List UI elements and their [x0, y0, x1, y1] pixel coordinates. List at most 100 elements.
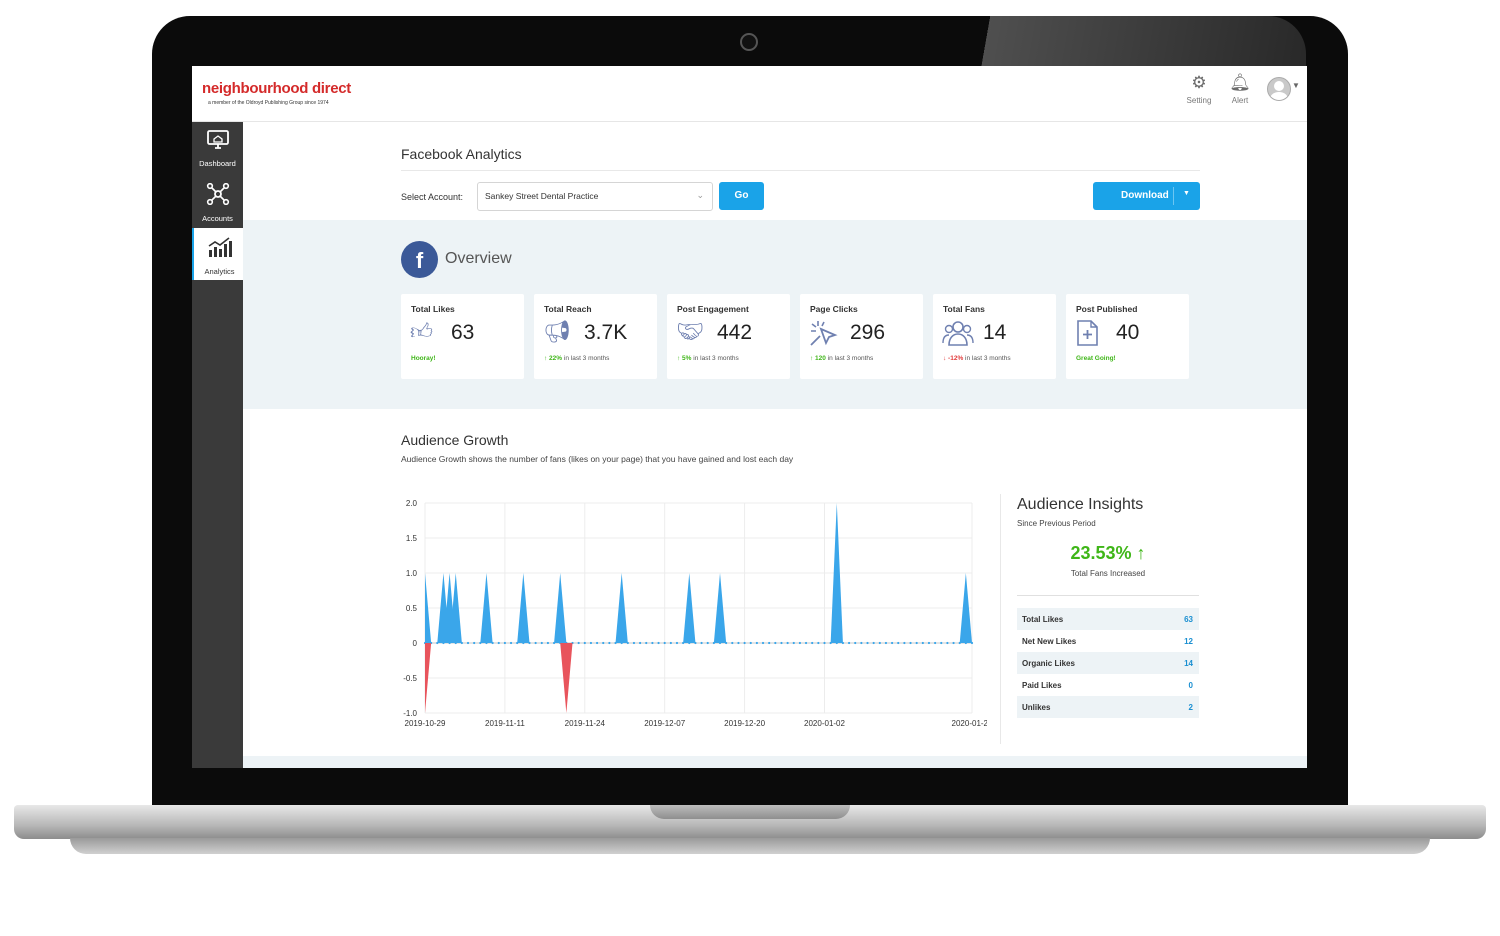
baseline-point: [700, 641, 703, 645]
laptop-base-bottom: [70, 838, 1430, 854]
baseline-point: [645, 641, 648, 645]
baseline-point: [639, 641, 642, 645]
baseline-point: [540, 641, 543, 645]
baseline-point: [878, 641, 881, 645]
baseline-point: [577, 641, 580, 645]
table-row: Total Likes 63: [1017, 608, 1199, 630]
go-button[interactable]: Go: [719, 182, 764, 210]
stat-value: 40: [1116, 321, 1140, 344]
gear-icon: ⚙: [1191, 73, 1207, 92]
brand-tagline: a member of the Oldroyd Publishing Group…: [208, 100, 329, 106]
account-label: Select Account:: [401, 192, 464, 202]
account-select[interactable]: Sankey Street Dental Practice ⌄: [477, 182, 713, 211]
section-title: Audience Growth: [401, 432, 509, 448]
stat-label: Total Reach: [544, 304, 592, 314]
baseline-point: [891, 641, 894, 645]
account-select-value: Sankey Street Dental Practice: [485, 191, 599, 201]
cursor-click-icon: [809, 319, 839, 353]
y-tick-label: -1.0: [403, 709, 417, 718]
baseline-point: [602, 641, 605, 645]
user-avatar-icon[interactable]: [1267, 77, 1291, 101]
y-tick-label: 1.5: [406, 534, 418, 543]
stat-card-page-clicks: Page Clicks 296 ↑ 120 in last 3 months: [800, 294, 923, 379]
setting-button[interactable]: ⚙ Setting: [1179, 73, 1219, 106]
people-icon: [942, 319, 974, 353]
bar-chart-icon: [194, 236, 245, 263]
stat-value: 14: [983, 321, 1007, 344]
sidebar-item-analytics[interactable]: Analytics: [192, 228, 245, 280]
baseline-point: [780, 641, 783, 645]
sidebar-item-accounts[interactable]: Accounts: [192, 175, 243, 227]
baseline-point: [608, 641, 611, 645]
baseline-point: [817, 641, 820, 645]
baseline-point: [509, 641, 513, 645]
insights-percent: 23.53% ↑: [1070, 543, 1146, 563]
baseline-point: [872, 641, 875, 645]
brand-logo[interactable]: neighbourhood direct: [202, 80, 351, 97]
baseline-point: [503, 641, 506, 645]
baseline-point: [669, 641, 672, 645]
sidebar-item-dashboard[interactable]: Dashboard: [192, 122, 243, 174]
baseline-point: [915, 641, 918, 645]
insights-percent-label: Total Fans Increased: [1070, 569, 1146, 578]
stat-value: 296: [850, 321, 886, 344]
thumbs-up-icon: 👍︎: [410, 319, 433, 344]
stat-value: 3.7K: [584, 321, 628, 344]
y-tick-label: -0.5: [403, 674, 417, 683]
gain-spike: [713, 573, 727, 643]
alert-label: Alert: [1231, 96, 1249, 105]
y-tick-label: 1.0: [406, 569, 418, 578]
sidebar-item-label: Dashboard: [199, 159, 236, 168]
camera-icon: [740, 33, 758, 51]
gain-spike: [480, 573, 493, 643]
sidebar: Dashboard Accounts Analytics: [192, 122, 245, 768]
caret-down-icon[interactable]: ▼: [1183, 190, 1190, 197]
baseline-point: [854, 641, 857, 645]
stat-subtext: Hooray!: [411, 355, 436, 362]
stat-value: 442: [717, 321, 753, 344]
stat-label: Total Fans: [943, 304, 985, 314]
baseline-point: [786, 641, 789, 645]
baseline-point: [737, 641, 740, 645]
y-tick-label: 0.5: [406, 604, 418, 613]
insights-subtitle: Since Previous Period: [1017, 519, 1096, 528]
overview-title: Overview: [445, 250, 512, 267]
sidebar-item-label: Analytics: [204, 267, 235, 276]
stat-card-post-published: Post Published 40 Great Going!: [1066, 294, 1189, 379]
footer-band: [243, 756, 1307, 768]
y-tick-label: 2.0: [406, 499, 418, 508]
handshake-icon: 🤝︎: [676, 319, 704, 344]
caret-down-icon[interactable]: ▼: [1292, 81, 1300, 90]
x-tick-label: 2020-01-02: [804, 719, 845, 728]
stat-subtext: Great Going!: [1076, 355, 1116, 362]
gain-spike: [959, 573, 972, 643]
baseline-point: [657, 641, 660, 645]
loss-spike: [560, 643, 573, 713]
setting-label: Setting: [1186, 96, 1212, 105]
baseline-point: [768, 641, 771, 645]
baseline-point: [731, 641, 734, 645]
download-label: Download: [1121, 190, 1169, 201]
baseline-point: [909, 641, 912, 645]
y-tick-label: 0: [413, 639, 418, 648]
baseline-point: [792, 641, 795, 645]
stat-subtext: ↑ 5% in last 3 months: [677, 355, 739, 362]
alert-button[interactable]: 🔔︎ Alert: [1220, 74, 1260, 106]
baseline-point: [940, 641, 943, 645]
download-button[interactable]: Download ▼: [1093, 182, 1200, 210]
x-tick-label: 2019-12-20: [724, 719, 765, 728]
stat-label: Post Published: [1076, 304, 1138, 314]
facebook-icon: f: [401, 241, 438, 278]
stat-label: Page Clicks: [810, 304, 858, 314]
gain-spike: [683, 573, 696, 643]
baseline-point: [595, 641, 599, 645]
table-row: Paid Likes 0: [1022, 681, 1193, 690]
stat-card-total-likes: Total Likes 👍︎ 63 Hooray!: [401, 294, 524, 379]
lid-reflection: [946, 16, 1306, 66]
baseline-point: [811, 641, 814, 645]
gain-spike: [554, 573, 567, 643]
stat-card-post-engagement: Post Engagement 🤝︎ 442 ↑ 5% in last 3 mo…: [667, 294, 790, 379]
baseline-point: [663, 641, 666, 645]
insights-table: Total Likes 63 Net New Likes 12 Organic Li…: [1017, 608, 1199, 718]
